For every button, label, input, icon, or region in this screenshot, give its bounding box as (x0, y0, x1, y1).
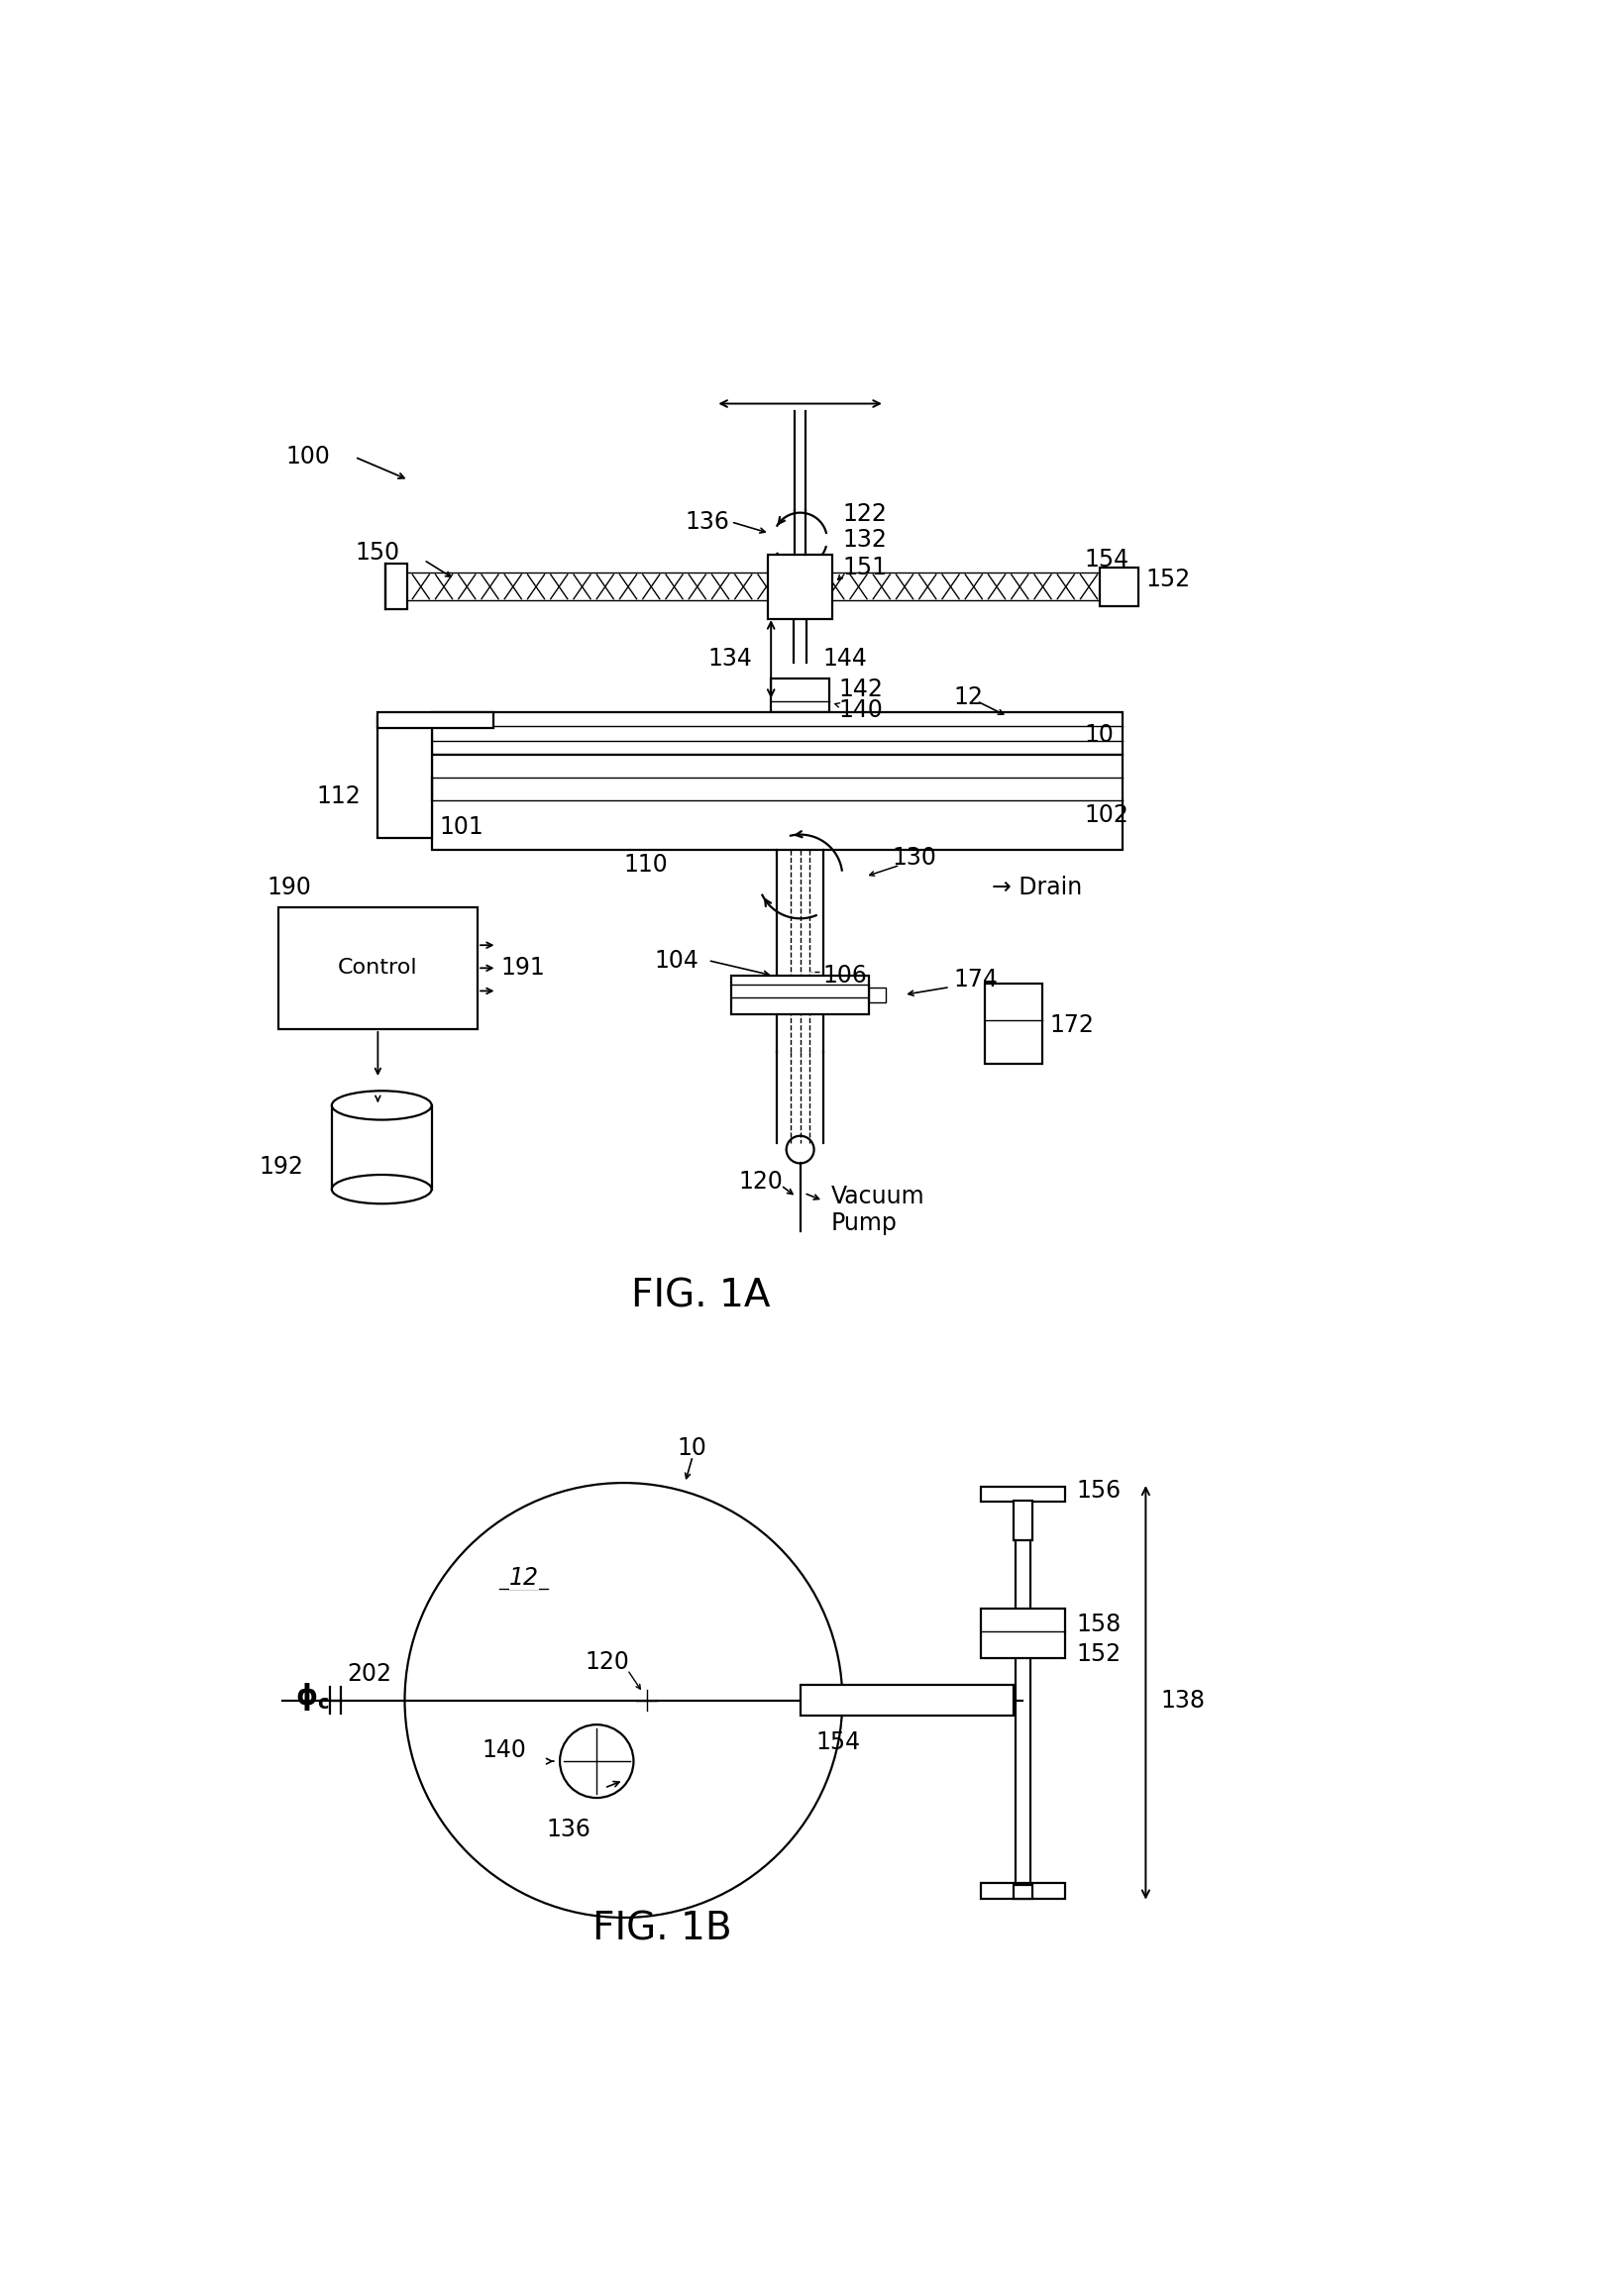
Bar (768, 556, 832, 618)
Text: → Drain: → Drain (992, 877, 1082, 900)
Bar (980, 1488, 1066, 1502)
Text: 172: 172 (1050, 1013, 1095, 1038)
Text: 10: 10 (1084, 723, 1114, 746)
Bar (431, 755, 1122, 850)
Bar (980, 1883, 1066, 1899)
Bar (771, 677, 829, 712)
Bar (1100, 567, 1138, 606)
Text: 136: 136 (547, 1818, 591, 1841)
Text: 104: 104 (654, 948, 699, 971)
Text: 12: 12 (509, 1566, 539, 1591)
Bar (731, 976, 869, 1015)
Text: 120: 120 (584, 1651, 630, 1674)
Bar (332, 1104, 431, 1189)
Bar (1014, 1499, 1032, 1541)
Text: 150: 150 (354, 540, 399, 565)
Text: 140: 140 (839, 698, 882, 723)
Bar (279, 907, 478, 1029)
Text: 154: 154 (816, 1731, 860, 1754)
Text: 154: 154 (1084, 549, 1129, 572)
Text: 120: 120 (739, 1169, 782, 1194)
Text: 142: 142 (839, 677, 882, 703)
Bar (800, 1685, 1014, 1715)
Bar (378, 716, 431, 838)
Text: 202: 202 (348, 1662, 391, 1685)
Text: 122: 122 (842, 503, 887, 526)
Text: 100: 100 (285, 445, 330, 468)
Text: 130: 130 (892, 845, 937, 870)
Text: FIG. 1B: FIG. 1B (592, 1910, 731, 1947)
Bar (404, 574, 1103, 602)
Text: 132: 132 (842, 528, 887, 551)
Text: 112: 112 (317, 785, 361, 808)
Text: 191: 191 (501, 955, 546, 980)
Text: 152: 152 (1077, 1642, 1121, 1667)
Bar (378, 712, 493, 728)
Bar (431, 712, 1122, 755)
Text: 10: 10 (678, 1437, 707, 1460)
Text: 12: 12 (953, 687, 984, 709)
Bar (980, 1609, 1066, 1658)
Bar (869, 987, 886, 1003)
Text: 144: 144 (823, 647, 868, 670)
Text: Control: Control (338, 957, 419, 978)
Text: 156: 156 (1077, 1479, 1121, 1502)
Text: 192: 192 (259, 1155, 303, 1178)
Text: 174: 174 (953, 967, 998, 992)
Text: 136: 136 (684, 510, 729, 533)
Text: 158: 158 (1077, 1612, 1122, 1635)
Text: 140: 140 (481, 1738, 526, 1761)
Bar (1014, 1885, 1032, 1899)
Ellipse shape (332, 1091, 431, 1120)
Text: 101: 101 (440, 815, 483, 838)
Text: 134: 134 (708, 647, 752, 670)
Text: $\mathbf{\phi_c}$: $\mathbf{\phi_c}$ (295, 1681, 330, 1713)
Text: Pump: Pump (831, 1212, 897, 1235)
Ellipse shape (332, 1176, 431, 1203)
Text: 106: 106 (823, 964, 868, 987)
Bar (984, 983, 1042, 1063)
Text: 190: 190 (267, 877, 311, 900)
Bar (385, 565, 407, 608)
Text: 152: 152 (1146, 567, 1190, 590)
Text: 110: 110 (623, 854, 668, 877)
Text: 151: 151 (842, 556, 887, 579)
Text: 138: 138 (1161, 1688, 1206, 1713)
Text: Vacuum: Vacuum (831, 1185, 924, 1208)
Text: 102: 102 (1084, 804, 1129, 827)
Text: FIG. 1A: FIG. 1A (631, 1277, 770, 1316)
